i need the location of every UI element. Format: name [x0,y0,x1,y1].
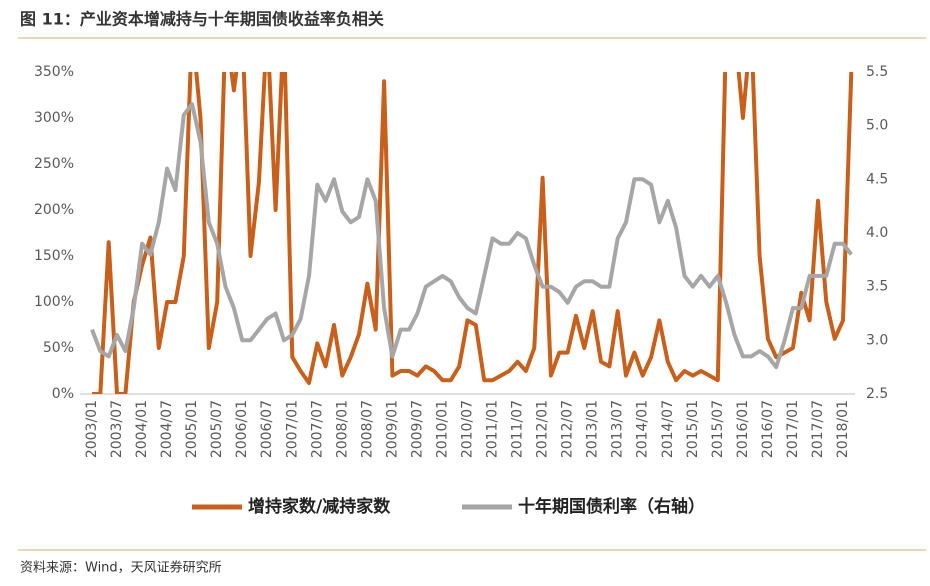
x-tick-label: 2004/07 [159,400,175,458]
legend-label: 增持家数/减持家数 [248,496,391,517]
x-tick-label: 2016/01 [735,400,751,458]
x-tick-label: 2015/07 [710,400,726,458]
x-tick-label: 2013/01 [585,400,601,458]
x-tick-label: 2012/07 [560,400,576,458]
x-tick-label: 2007/01 [284,400,300,458]
y-tick-label: 200% [34,202,74,218]
y2-tick-label: 4.0 [866,225,888,241]
y2-tick-label: 3.0 [866,332,888,348]
y2-tick-label: 2.5 [866,386,888,402]
y-tick-label: 150% [34,248,74,264]
x-tick-label: 2006/07 [259,400,275,458]
legend-label: 十年期国债利率（右轴） [518,496,705,517]
x-tick-label: 2005/01 [184,400,200,458]
y-tick-label: 350% [34,64,74,80]
x-tick-label: 2018/01 [835,400,851,458]
x-tick-label: 2015/01 [685,400,701,458]
y-tick-label: 0% [52,386,74,402]
x-tick-label: 2010/01 [434,400,450,458]
series-line [90,102,853,370]
y-tick-label: 100% [34,294,74,310]
x-tick-label: 2011/01 [485,400,501,458]
x-tick-label: 2017/01 [785,400,801,458]
x-tick-label: 2003/07 [109,400,125,458]
plot-area [90,72,854,394]
x-tick-label: 2008/07 [359,400,375,458]
x-tick-label: 2006/01 [234,400,250,458]
x-tick-label: 2013/07 [610,400,626,458]
x-tick-label: 2012/01 [535,400,551,458]
y-tick-label: 50% [43,340,74,356]
x-tick-label: 2014/07 [660,400,676,458]
x-tick-label: 2007/07 [309,400,325,458]
chart-title: 图 11：产业资本增减持与十年期国债收益率负相关 [20,10,384,29]
y2-tick-label: 5.0 [866,118,888,134]
y-tick-label: 250% [34,156,74,172]
x-tick-label: 2016/07 [760,400,776,458]
x-tick-label: 2003/01 [84,400,100,458]
x-tick-label: 2011/07 [510,400,526,458]
source: 资料来源：Wind，天风证券研究所 [20,560,222,576]
y2-tick-label: 3.5 [866,279,888,295]
y-tick-label: 300% [34,110,74,126]
x-tick-label: 2010/07 [460,400,476,458]
x-tick-label: 2017/07 [810,400,826,458]
x-tick-label: 2004/01 [134,400,150,458]
x-tick-label: 2008/01 [334,400,350,458]
x-tick-label: 2009/07 [409,400,425,458]
x-tick-label: 2014/01 [635,400,651,458]
y2-tick-label: 4.5 [866,171,888,187]
x-tick-label: 2005/07 [209,400,225,458]
y2-tick-label: 5.5 [866,64,888,80]
x-tick-label: 2009/01 [384,400,400,458]
